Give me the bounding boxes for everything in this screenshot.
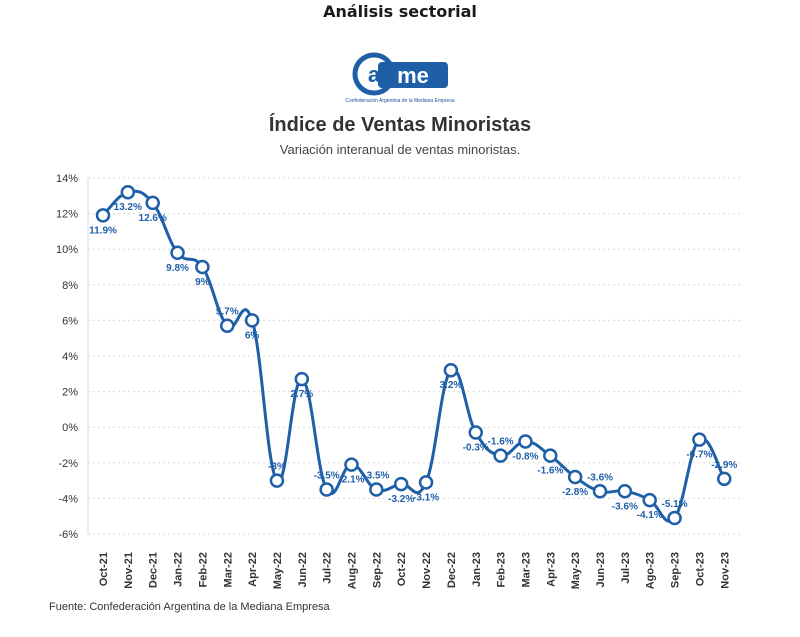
data-point	[642, 492, 657, 508]
x-tick-label: Dec-22	[446, 552, 458, 588]
chart-title: Índice de Ventas Minoristas	[268, 114, 532, 136]
y-tick-label: -6%	[58, 529, 78, 541]
y-tick-label: 12%	[56, 209, 78, 221]
y-tick-label: 6%	[62, 315, 78, 327]
data-label: 13.2%	[114, 202, 142, 213]
data-point	[418, 475, 434, 490]
chart-subtitle: Variación interanual de ventas minorista…	[279, 142, 521, 157]
x-tick-label: Oct-23	[694, 552, 706, 586]
x-tick-label: Mar-22	[222, 552, 234, 587]
data-point	[518, 434, 533, 449]
data-point	[145, 195, 160, 211]
x-tick-label: Jul-22	[322, 552, 334, 584]
data-point	[493, 448, 508, 463]
data-label: 2.7%	[290, 389, 313, 400]
data-point	[667, 510, 682, 526]
data-label: 12.6%	[139, 213, 167, 224]
data-label: 9%	[195, 277, 210, 288]
data-point	[443, 362, 459, 378]
y-tick-label: 0%	[62, 422, 78, 434]
svg-text:me: me	[397, 63, 429, 88]
x-tick-label: Jul-23	[620, 552, 632, 584]
data-label: -5.1%	[661, 499, 687, 510]
y-tick-label: -2%	[58, 458, 78, 470]
data-point	[369, 482, 384, 497]
data-point	[592, 484, 608, 499]
data-label: 3.2%	[440, 380, 463, 391]
x-tick-label: Jun-22	[297, 552, 309, 587]
data-label: -1.6%	[488, 437, 514, 448]
came-logo: me a	[352, 52, 448, 96]
data-label: -0.8%	[512, 451, 538, 462]
x-tick-label: Nov-23	[719, 552, 731, 589]
y-tick-label: 14%	[56, 173, 78, 185]
data-label: -3.6%	[587, 472, 613, 483]
data-label: -2.1%	[338, 475, 364, 486]
x-tick-label: Nov-22	[421, 552, 433, 589]
data-point	[120, 184, 136, 200]
x-tick-label: Ago-23	[645, 552, 657, 589]
x-tick-label: Dec-21	[148, 552, 160, 588]
x-tick-label: Nov-21	[123, 552, 135, 589]
y-tick-label: -4%	[58, 493, 78, 505]
data-label: -3.5%	[363, 471, 389, 482]
line-chart: 14% 12% 10% 8% 6% 4% 2% 0% -2% -4% -6% 11.9% 13.2%1…	[56, 173, 740, 589]
section-header: Análisis sectorial	[323, 2, 477, 21]
x-tick-label: Sep-23	[670, 552, 682, 588]
data-point	[717, 471, 732, 487]
data-label: -3.2%	[388, 494, 414, 505]
x-tick-label: Feb-23	[496, 552, 508, 587]
svg-text:a: a	[368, 62, 381, 87]
x-tick-label: Jun-23	[595, 552, 607, 587]
data-point	[244, 313, 260, 328]
y-tick-label: 4%	[62, 351, 78, 363]
data-point	[269, 473, 285, 488]
data-point	[692, 432, 707, 447]
x-tick-label: Apr-22	[247, 552, 259, 587]
y-tick-label: 10%	[56, 244, 78, 256]
x-tick-label: Jan-23	[471, 552, 483, 587]
data-point	[319, 482, 334, 497]
data-point	[617, 484, 633, 499]
data-point	[393, 476, 409, 492]
data-label: 9.8%	[166, 263, 189, 274]
data-label: 5.7%	[216, 307, 239, 318]
data-point	[543, 448, 558, 463]
y-tick-label: 2%	[62, 387, 78, 399]
x-tick-label: Sep-22	[371, 552, 383, 588]
data-point	[567, 469, 583, 485]
data-label: -2.9%	[711, 460, 737, 471]
x-tick-label: Aug-22	[347, 552, 359, 589]
data-label: -4.1%	[637, 510, 663, 521]
data-label: -2.8%	[562, 487, 588, 498]
y-tick-label: 8%	[62, 280, 78, 292]
x-tick-label: Jan-22	[173, 552, 185, 587]
data-point	[195, 259, 210, 275]
data-label: -3.1%	[413, 492, 439, 503]
data-label: -3%	[268, 462, 286, 473]
x-tick-label: Oct-21	[98, 552, 110, 586]
x-tick-label: Apr-23	[545, 552, 557, 587]
data-label: 6%	[245, 330, 260, 341]
source-note: Fuente: Confederación Argentina de la Me…	[49, 601, 330, 613]
data-point	[294, 371, 310, 387]
data-label: -3.6%	[612, 501, 638, 512]
data-point	[170, 245, 185, 261]
data-point	[95, 208, 111, 223]
data-label: -1.6%	[537, 466, 563, 477]
x-tick-label: May-23	[570, 552, 582, 589]
x-tick-label: Oct-22	[396, 552, 408, 586]
x-tick-label: Feb-22	[197, 552, 209, 587]
x-tick-label: Mar-23	[520, 552, 532, 587]
data-point	[344, 457, 359, 472]
data-point	[220, 318, 235, 333]
data-label: -0.7%	[686, 450, 712, 461]
data-point	[468, 425, 483, 440]
x-tick-label: May-22	[272, 552, 284, 589]
data-label: 11.9%	[89, 225, 117, 236]
data-label: -0.3%	[463, 443, 489, 454]
data-label: -3.5%	[314, 471, 340, 482]
logo-tagline: Confederación Argentina de la Mediana Em…	[345, 98, 455, 104]
